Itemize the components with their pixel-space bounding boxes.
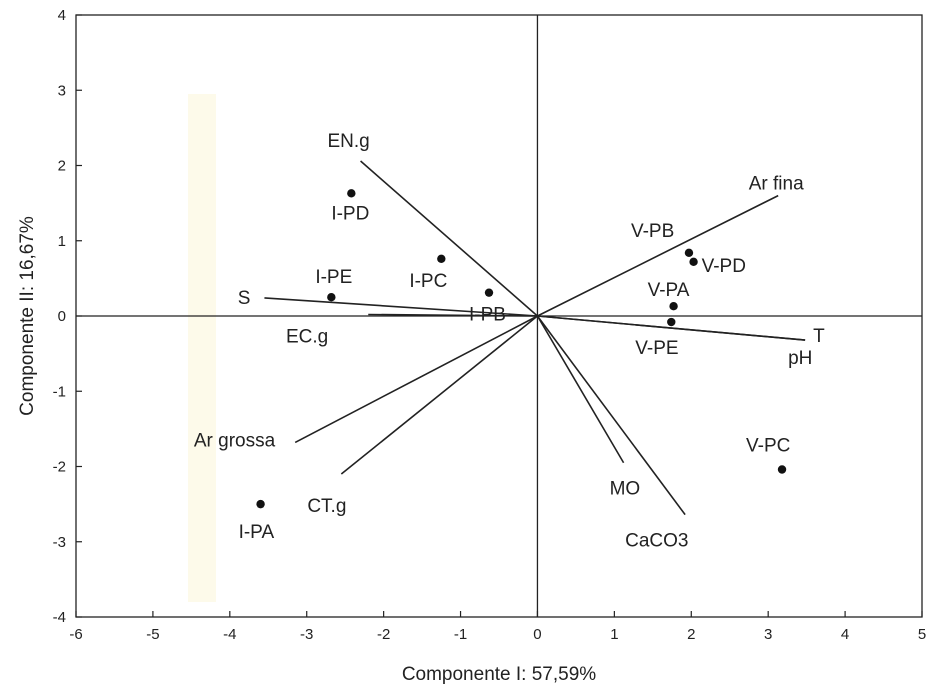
loading-vector [368,313,538,317]
point-label: V-PD [702,256,746,277]
vector-label: EC.g [286,326,328,347]
sample-point [777,465,787,474]
x-tick-label: -4 [223,626,236,643]
y-tick-label: 0 [58,308,66,325]
sample-point [256,499,265,509]
point-label: I-PA [239,522,275,543]
sample-point [669,302,678,311]
y-axis-title: Componente II: 16,67% [17,216,38,416]
vector-label: CaCO3 [625,531,688,552]
y-tick-label: -1 [53,383,66,400]
sample-point [684,248,694,257]
x-tick-label: 5 [918,626,926,643]
sample-point [484,288,494,297]
x-tick-label: 0 [533,626,541,643]
point-label: I-PD [331,203,369,224]
loading-vector [340,315,538,475]
sample-point [667,317,676,327]
point-label: I-PB [469,305,506,326]
x-tick-label: -3 [300,626,313,643]
y-tick-label: 1 [58,233,66,250]
loading-vector [537,194,779,317]
plot-frame [75,14,923,618]
sample-point [437,254,446,264]
loading-vector [536,315,625,464]
loading-vector [294,315,538,444]
x-tick-label: -2 [377,626,390,643]
x-axis-title: Componente I: 57,59% [402,664,596,685]
point-label: V-PE [635,338,678,359]
x-tick-label: 3 [764,626,772,643]
vector-label: T [813,326,825,347]
y-tick-label: 3 [58,82,66,99]
vector-label: pH [788,348,812,369]
x-tick-label: -1 [454,626,467,643]
faint-highlight-band [188,94,216,602]
y-tick-label: -2 [53,459,66,476]
point-label: V-PB [631,221,674,242]
point-label: V-PC [746,436,790,457]
point-label: I-PC [409,271,447,292]
y-tick-label: 2 [58,158,66,175]
loading-vector [360,160,538,317]
x-tick-label: 2 [687,626,695,643]
loading-vector [264,297,538,317]
y-tick-label: -3 [53,534,66,551]
sample-point [327,292,336,302]
vector-label: S [238,288,251,309]
y-tick-label: 4 [58,7,66,24]
x-tick-label: 1 [610,626,618,643]
point-label: I-PE [315,267,352,288]
sample-point [689,257,698,267]
vector-label: CT.g [307,496,346,517]
x-tick-label: -5 [146,626,159,643]
x-tick-label: -6 [69,626,82,643]
x-tick-label: 4 [841,626,849,643]
vector-label: Ar grossa [194,430,276,451]
sample-point [347,189,356,198]
vector-label: EN.g [327,131,369,152]
loading-vector [536,315,686,516]
y-tick-label: -4 [53,609,66,626]
loading-vector [537,315,806,341]
vector-label: Ar fina [749,174,804,195]
vector-label: MO [610,479,641,500]
point-label: V-PA [648,280,690,301]
